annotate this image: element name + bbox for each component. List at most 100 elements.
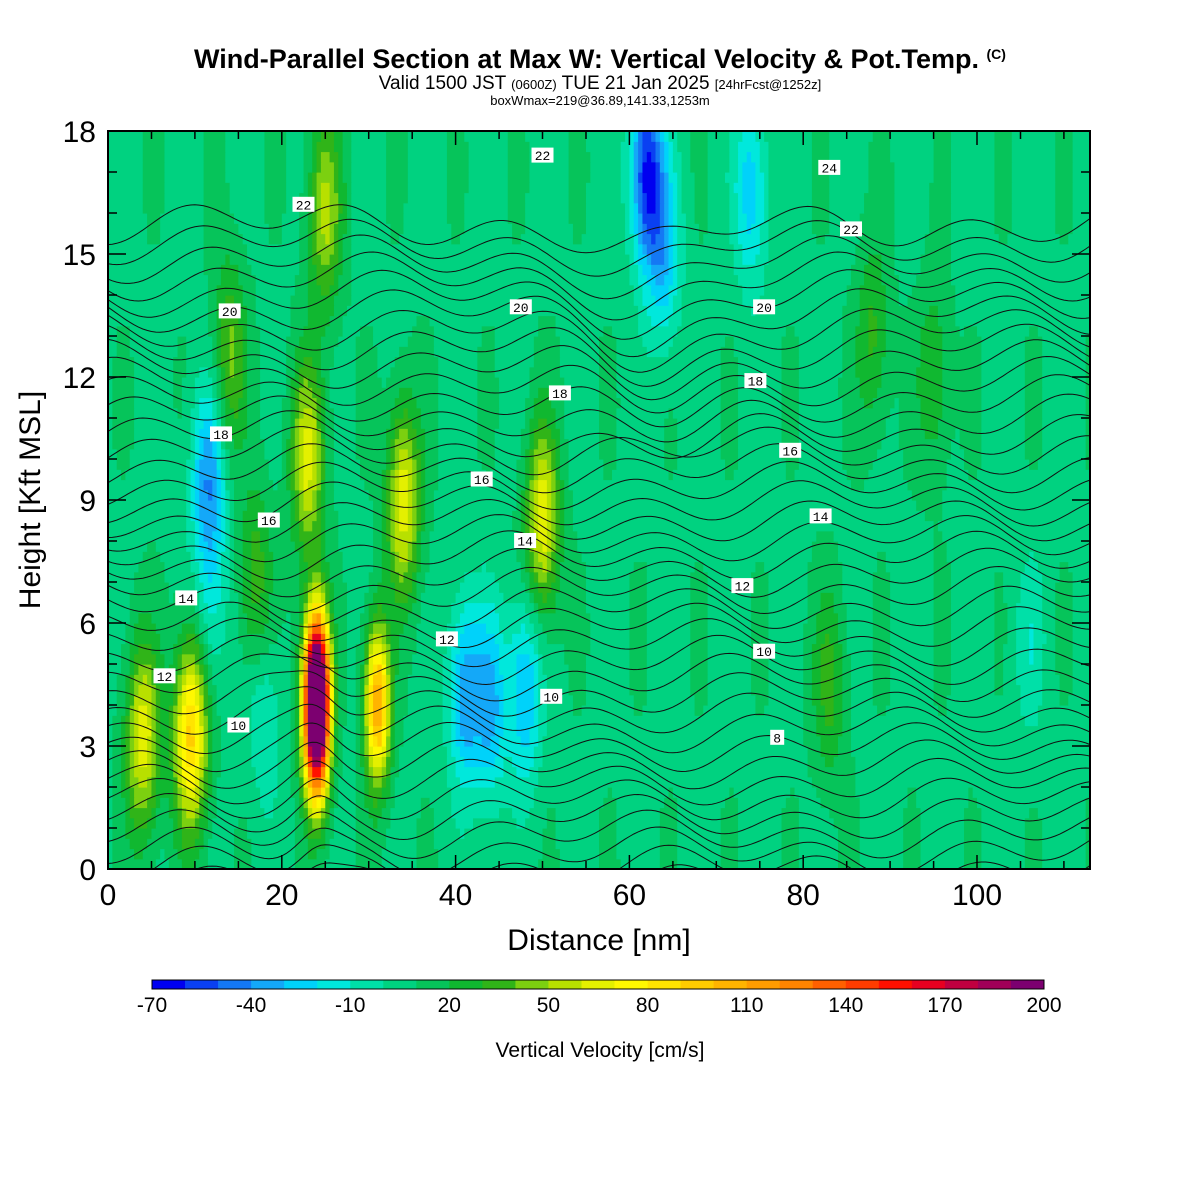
velocity-cell bbox=[538, 520, 548, 532]
velocity-cell bbox=[738, 828, 783, 839]
velocity-cell bbox=[798, 428, 843, 440]
velocity-cell bbox=[1024, 377, 1043, 388]
velocity-cell bbox=[247, 500, 266, 511]
velocity-cell bbox=[1072, 161, 1090, 173]
velocity-cell bbox=[320, 776, 326, 788]
velocity-cell bbox=[516, 469, 526, 481]
velocity-cell bbox=[329, 756, 335, 768]
velocity-cell bbox=[108, 684, 118, 696]
velocity-cell bbox=[1042, 602, 1056, 614]
velocity-cell bbox=[186, 694, 196, 706]
velocity-cell bbox=[394, 664, 400, 675]
velocity-cell bbox=[355, 838, 387, 850]
velocity-cell bbox=[212, 397, 218, 409]
velocity-cell bbox=[220, 438, 226, 450]
title-mark: (C) bbox=[986, 46, 1006, 62]
velocity-cell bbox=[121, 735, 126, 747]
velocity-cell bbox=[264, 551, 274, 563]
velocity-cell bbox=[842, 418, 887, 429]
velocity-cell bbox=[160, 746, 170, 757]
velocity-cell bbox=[568, 213, 587, 224]
velocity-cell bbox=[546, 551, 552, 563]
velocity-cell bbox=[538, 705, 548, 716]
velocity-cell bbox=[416, 592, 422, 604]
velocity-cell bbox=[212, 418, 218, 429]
velocity-cell bbox=[320, 787, 326, 798]
velocity-cell bbox=[342, 172, 352, 183]
velocity-cell bbox=[329, 715, 335, 727]
velocity-cell bbox=[1016, 633, 1030, 645]
velocity-cell bbox=[307, 838, 326, 850]
velocity-cell bbox=[668, 151, 674, 163]
velocity-cell bbox=[194, 787, 200, 798]
velocity-cell bbox=[173, 366, 187, 378]
velocity-cell bbox=[216, 787, 261, 798]
velocity-cell bbox=[364, 592, 374, 604]
velocity-cell bbox=[842, 715, 852, 727]
velocity-cell bbox=[546, 705, 574, 716]
velocity-cell bbox=[638, 202, 644, 214]
velocity-cell bbox=[386, 756, 392, 768]
velocity-cell bbox=[1020, 592, 1043, 604]
velocity-cell bbox=[399, 346, 435, 358]
velocity-cell bbox=[438, 418, 478, 429]
velocity-cell bbox=[116, 346, 131, 358]
velocity-cell bbox=[312, 633, 322, 645]
velocity-cell bbox=[351, 264, 631, 276]
velocity-cell bbox=[781, 407, 800, 419]
velocity-cell bbox=[746, 151, 752, 163]
velocity-cell bbox=[881, 274, 900, 286]
velocity-cell bbox=[333, 735, 339, 747]
velocity-cell bbox=[207, 756, 213, 768]
velocity-cell bbox=[559, 346, 600, 358]
velocity-cell bbox=[481, 735, 491, 747]
velocity-cell bbox=[616, 377, 722, 388]
velocity-cell bbox=[898, 407, 922, 419]
velocity-cell bbox=[320, 541, 326, 552]
velocity-cell bbox=[207, 653, 244, 665]
velocity-cell bbox=[459, 684, 496, 696]
velocity-cell bbox=[203, 418, 213, 429]
velocity-cell bbox=[1042, 674, 1061, 686]
velocity-cell bbox=[134, 366, 174, 378]
velocity-cell bbox=[659, 807, 678, 819]
velocity-cell bbox=[846, 295, 861, 306]
velocity-cell bbox=[846, 612, 874, 624]
velocity-cell bbox=[316, 161, 322, 173]
velocity-cell bbox=[121, 756, 126, 768]
velocity-cell bbox=[134, 684, 140, 696]
velocity-cell bbox=[759, 233, 770, 245]
velocity-cell bbox=[216, 561, 222, 573]
velocity-cell bbox=[794, 325, 843, 337]
velocity-cell bbox=[668, 141, 674, 153]
velocity-cell bbox=[290, 643, 296, 655]
velocity-cell bbox=[108, 807, 113, 819]
velocity-cell bbox=[229, 325, 235, 337]
velocity-cell bbox=[320, 612, 326, 624]
velocity-cell bbox=[199, 520, 205, 532]
velocity-cell bbox=[377, 356, 396, 368]
velocity-cell bbox=[842, 356, 856, 368]
velocity-cell bbox=[381, 807, 392, 819]
velocity-cell bbox=[147, 674, 153, 686]
velocity-cell bbox=[216, 459, 222, 470]
velocity-cell bbox=[194, 551, 205, 563]
velocity-cell bbox=[294, 653, 300, 665]
velocity-cell bbox=[234, 561, 244, 573]
velocity-cell bbox=[755, 213, 765, 224]
velocity-cell bbox=[381, 633, 387, 645]
velocity-cell bbox=[147, 233, 161, 245]
velocity-cell bbox=[764, 561, 809, 573]
velocity-cell bbox=[633, 202, 639, 214]
velocity-cell bbox=[207, 766, 213, 778]
velocity-cell bbox=[290, 489, 296, 501]
velocity-cell bbox=[981, 817, 1026, 829]
colorbar-swatch bbox=[614, 980, 648, 989]
velocity-cell bbox=[868, 254, 883, 265]
velocity-cell bbox=[338, 284, 352, 296]
velocity-cell bbox=[155, 541, 187, 552]
velocity-cell bbox=[981, 428, 1026, 440]
velocity-cell bbox=[672, 274, 678, 286]
velocity-cell bbox=[247, 489, 261, 501]
velocity-cell bbox=[199, 848, 209, 860]
